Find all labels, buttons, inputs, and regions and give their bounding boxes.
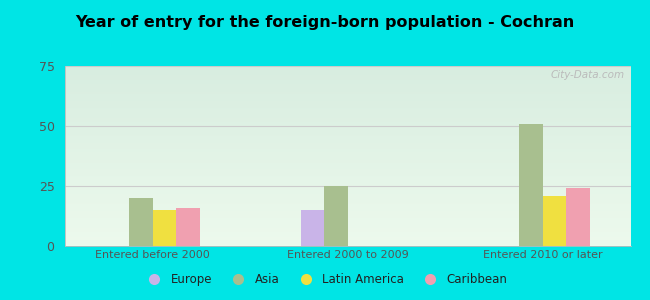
Legend: Europe, Asia, Latin America, Caribbean: Europe, Asia, Latin America, Caribbean (138, 269, 512, 291)
Bar (566, 188, 590, 246)
Bar (129, 198, 153, 246)
Text: City-Data.com: City-Data.com (551, 70, 625, 80)
Bar (176, 208, 200, 246)
Bar (519, 124, 543, 246)
Bar (301, 210, 324, 246)
Bar (153, 210, 176, 246)
Text: Year of entry for the foreign-born population - Cochran: Year of entry for the foreign-born popul… (75, 15, 575, 30)
Bar (324, 186, 348, 246)
Bar (543, 196, 566, 246)
